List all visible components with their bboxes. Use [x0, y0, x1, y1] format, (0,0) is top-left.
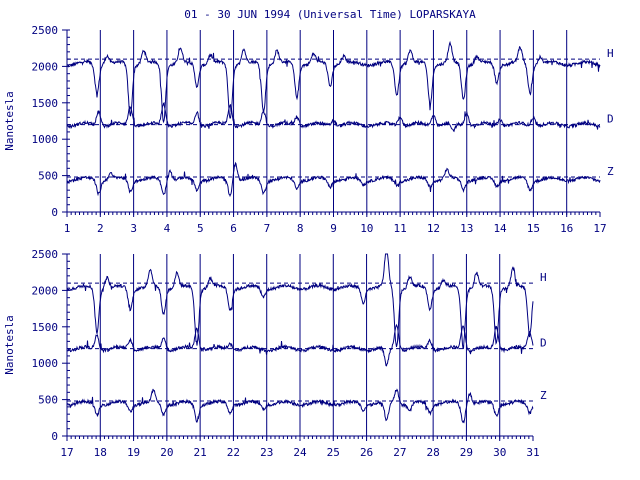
- x-tick-label: 20: [160, 446, 173, 459]
- series-label-z: Z: [540, 389, 547, 402]
- x-tick-label: 9: [330, 222, 337, 235]
- panel-bottom: 0 500 1000 1500 2000 2500 Nanotesla 17 18 19 20 21 2…: [3, 248, 547, 459]
- x-tick-label: 15: [527, 222, 540, 235]
- x-tick-label: 16: [560, 222, 573, 235]
- x-tick-label: 21: [194, 446, 207, 459]
- series-label-d: D: [607, 113, 614, 126]
- y-tick-label: 1500: [32, 321, 59, 334]
- y-tick-label: 2000: [32, 284, 59, 297]
- chart-title: 01 - 30 JUN 1994 (Universal Time) LOPARS…: [184, 8, 476, 21]
- x-tick-label: 26: [360, 446, 373, 459]
- x-tick-label: 1: [64, 222, 71, 235]
- y-tick-label: 500: [38, 394, 58, 407]
- x-tick-label: 4: [164, 222, 171, 235]
- x-tick-label: 6: [230, 222, 237, 235]
- x-tick-label: 31: [526, 446, 539, 459]
- y-axis-label: Nanotesla: [3, 91, 16, 151]
- x-tick-label: 12: [427, 222, 440, 235]
- series-label-h: H: [540, 271, 547, 284]
- y-tick-label: 2500: [32, 248, 59, 261]
- x-tick-label: 13: [460, 222, 473, 235]
- x-tick-label: 11: [394, 222, 407, 235]
- x-tick-label: 24: [293, 446, 307, 459]
- series-z-line: [66, 388, 534, 424]
- y-tick-label: 1000: [32, 357, 59, 370]
- y-tick-label: 2500: [32, 24, 59, 37]
- series-h-line: [66, 40, 601, 124]
- x-tick-label: 28: [427, 446, 440, 459]
- x-tick-label: 10: [360, 222, 373, 235]
- x-tick-label: 27: [393, 446, 406, 459]
- series-label-z: Z: [607, 165, 614, 178]
- x-tick-label: 29: [460, 446, 473, 459]
- x-tick-label: 17: [60, 446, 73, 459]
- y-tick-label: 0: [51, 206, 58, 219]
- series-d-line: [66, 102, 601, 133]
- x-tick-label: 5: [197, 222, 204, 235]
- y-tick-label: 1000: [32, 133, 59, 146]
- x-tick-label: 19: [127, 446, 140, 459]
- x-tick-label: 7: [264, 222, 271, 235]
- x-tick-label: 8: [297, 222, 304, 235]
- x-tick-label: 22: [227, 446, 240, 459]
- x-tick-label: 17: [593, 222, 606, 235]
- y-tick-label: 1500: [32, 97, 59, 110]
- series-d-line: [66, 323, 534, 367]
- x-tick-label: 3: [130, 222, 137, 235]
- x-tick-label: 2: [97, 222, 104, 235]
- y-tick-label: 500: [38, 170, 58, 183]
- x-tick-label: 18: [94, 446, 107, 459]
- x-tick-label: 14: [493, 222, 507, 235]
- x-tick-label: 23: [260, 446, 273, 459]
- series-label-h: H: [607, 47, 614, 60]
- x-tick-label: 25: [327, 446, 340, 459]
- y-tick-label: 0: [51, 430, 58, 443]
- x-tick-label: 30: [493, 446, 506, 459]
- series-h-line: [66, 253, 534, 350]
- series-label-d: D: [540, 337, 547, 350]
- series-z-line: [66, 161, 601, 198]
- y-tick-label: 2000: [32, 60, 59, 73]
- y-axis-label: Nanotesla: [3, 315, 16, 375]
